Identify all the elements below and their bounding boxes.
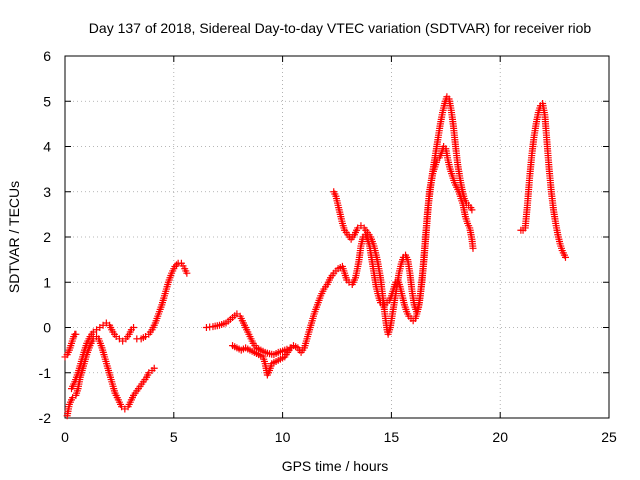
y-tick-label: 1: [43, 274, 51, 290]
data-point: [468, 206, 476, 214]
axis-ticks: [64, 55, 610, 419]
y-tick-label: 2: [43, 229, 51, 245]
series-G: [330, 93, 476, 338]
y-tick-label: 0: [43, 320, 51, 336]
x-tick-label: 25: [601, 429, 617, 445]
series-E: [202, 310, 294, 359]
data-point: [183, 269, 191, 277]
data-point: [469, 244, 477, 252]
y-tick-label: 5: [43, 93, 51, 109]
series-C: [68, 319, 138, 393]
y-tick-label: 6: [43, 48, 51, 64]
chart-title: Day 137 of 2018, Sidereal Day-to-day VTE…: [89, 20, 592, 36]
data-point: [561, 253, 569, 261]
grid: [65, 56, 609, 418]
data-point: [150, 364, 158, 372]
x-tick-label: 10: [275, 429, 291, 445]
x-tick-label: 15: [384, 429, 400, 445]
y-tick-label: -1: [39, 365, 52, 381]
tick-labels: 0 5 10 15 20 25 -2 -1 0 1 2 3 4 5 6: [39, 48, 617, 445]
x-tick-label: 20: [492, 429, 508, 445]
series-H: [517, 100, 569, 261]
series-D: [133, 259, 191, 343]
data-point: [130, 324, 138, 331]
x-axis-label: GPS time / hours: [282, 458, 389, 474]
y-tick-label: 3: [43, 184, 51, 200]
data-point: [171, 262, 179, 270]
x-tick-label: 5: [170, 429, 178, 445]
data-point: [72, 330, 80, 338]
series-F: [229, 143, 477, 379]
y-tick-label: -2: [39, 410, 52, 426]
data-points: [61, 93, 569, 420]
x-tick-label: 0: [61, 429, 69, 445]
y-axis-label: SDTVAR / TECUs: [6, 181, 22, 293]
data-point: [173, 261, 181, 269]
y-tick-label: 4: [43, 139, 51, 155]
series-A: [61, 330, 80, 361]
